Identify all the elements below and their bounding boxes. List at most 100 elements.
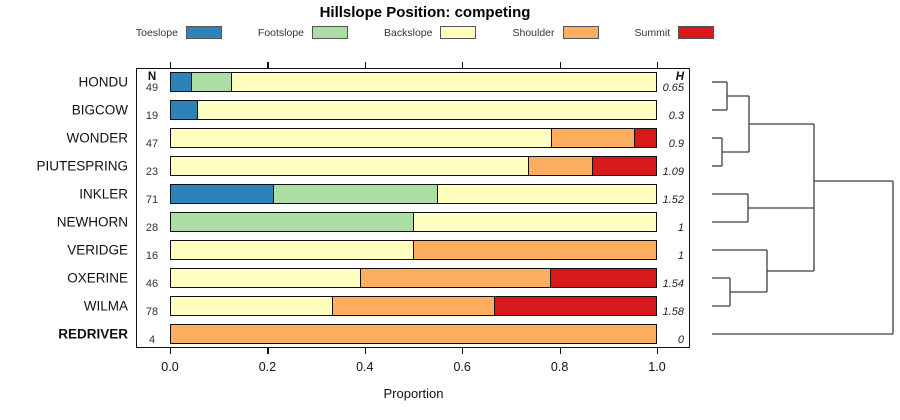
stacked-bar-wilma (170, 296, 657, 316)
chart-title: Hillslope Position: competing (319, 4, 531, 21)
tick-bottom (170, 348, 172, 354)
h-value: 0.9 (668, 138, 684, 150)
bar-segment-summit (591, 157, 656, 175)
legend-swatch (185, 26, 222, 39)
x-tick-label: 0.2 (258, 360, 277, 374)
bar-segment-shoulder (331, 297, 495, 315)
bar-segment-toeslope (171, 101, 197, 119)
bar-segment-shoulder (551, 129, 635, 147)
legend-item-summit: Summit (635, 26, 715, 39)
stacked-bar-inkler (170, 184, 657, 204)
h-value: 1.54 (662, 278, 684, 290)
col-header-n: N (147, 71, 157, 83)
col-header-h: H (675, 71, 684, 83)
row-label-piutespring: PIUTESPRING (36, 158, 128, 174)
stacked-bar-piutespring (170, 156, 657, 176)
legend-swatch (678, 26, 715, 39)
tick-bottom (559, 348, 561, 354)
bar-segment-footslope (190, 73, 232, 91)
bar-segment-footslope (171, 213, 413, 231)
stacked-bar-veridge (170, 240, 657, 260)
bar-segment-shoulder (527, 157, 592, 175)
tick-top (559, 62, 561, 68)
bar-segment-shoulder (413, 241, 656, 259)
stacked-bar-oxerine (170, 268, 657, 288)
legend-item-footslope: Footslope (257, 26, 349, 39)
bar-segment-backslope (231, 73, 656, 91)
x-tick-label: 0.8 (550, 360, 569, 374)
n-value: 47 (145, 138, 159, 150)
row-label-wonder: WONDER (66, 130, 129, 146)
row-label-inkler: INKLER (79, 186, 128, 202)
bar-segment-backslope (413, 213, 656, 231)
tick-top (657, 62, 659, 68)
legend-label: Footslope (257, 26, 305, 39)
row-label-newhorn: NEWHORN (56, 214, 128, 230)
h-value: 1.52 (662, 194, 684, 206)
h-value: 0 (677, 334, 684, 346)
legend-label: Backslope (384, 26, 433, 39)
x-tick-label: 0.4 (356, 360, 374, 374)
tick-top (364, 62, 366, 68)
n-value: 46 (145, 278, 159, 290)
h-value: 1 (677, 222, 684, 234)
bar-segment-shoulder (171, 325, 656, 343)
plot-frame (136, 68, 690, 348)
bar-segment-shoulder (359, 269, 550, 287)
n-value: 16 (145, 250, 159, 262)
bar-segment-backslope (196, 101, 656, 119)
bar-segment-backslope (437, 185, 656, 203)
bar-segment-footslope (272, 185, 438, 203)
stacked-bar-hondu (170, 72, 657, 92)
row-label-oxerine: OXERINE (67, 270, 128, 286)
tick-top (462, 62, 464, 68)
stacked-bar-wonder (170, 128, 657, 148)
h-value: 1 (677, 250, 684, 262)
bar-segment-backslope (171, 297, 332, 315)
n-value: 19 (145, 110, 159, 122)
row-label-veridge: VERIDGE (67, 242, 128, 258)
stacked-bar-newhorn (170, 212, 657, 232)
h-value: 0.65 (662, 82, 684, 94)
row-label-wilma: WILMA (83, 298, 128, 314)
x-axis-label: Proportion (383, 386, 444, 401)
bar-segment-backslope (171, 157, 528, 175)
n-value: 78 (145, 306, 159, 318)
bar-segment-toeslope (171, 185, 273, 203)
legend-swatch (562, 26, 599, 39)
row-label-bigcow: BIGCOW (71, 102, 128, 118)
n-value: 49 (145, 82, 159, 94)
tick-bottom (364, 348, 366, 354)
legend-label: Shoulder (512, 26, 555, 39)
h-value: 1.09 (662, 166, 684, 178)
tick-top (170, 62, 172, 68)
legend-swatch (312, 26, 349, 39)
row-label-hondu: HONDU (78, 74, 129, 90)
bar-segment-summit (494, 297, 657, 315)
bar-segment-summit (634, 129, 656, 147)
stacked-bar-bigcow (170, 100, 657, 120)
n-value: 28 (145, 222, 159, 234)
bar-segment-summit (549, 269, 657, 287)
n-value: 71 (145, 194, 159, 206)
tick-bottom (267, 348, 269, 354)
tick-bottom (657, 348, 659, 354)
bar-segment-toeslope (171, 73, 191, 91)
x-tick-label: 1.0 (648, 360, 666, 374)
tick-top (267, 62, 269, 68)
legend: Toeslope Footslope Backslope Shoulder Summit (0, 26, 850, 39)
stacked-bar-redriver (170, 324, 657, 344)
legend-label: Toeslope (135, 26, 178, 39)
n-value: 23 (145, 166, 159, 178)
n-value: 4 (148, 334, 156, 346)
h-value: 1.58 (662, 306, 684, 318)
bar-segment-backslope (171, 269, 360, 287)
row-label-redriver: REDRIVER (58, 326, 128, 342)
bar-segment-backslope (171, 129, 552, 147)
bar-segment-backslope (171, 241, 413, 259)
x-tick-label: 0.0 (161, 360, 179, 374)
legend-label: Summit (634, 26, 671, 39)
h-value: 0.3 (668, 110, 684, 122)
legend-item-toeslope: Toeslope (136, 26, 222, 39)
